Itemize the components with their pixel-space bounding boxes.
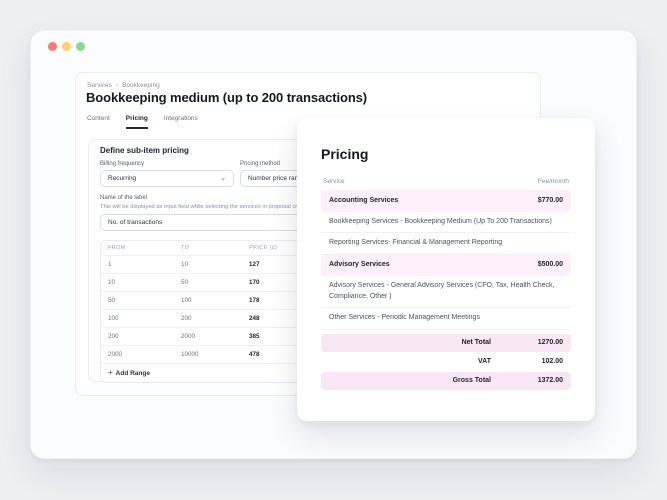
service-name: Reporting Services- Financial & Manageme… (329, 239, 503, 246)
tab-integrations[interactable]: Integrations (163, 115, 198, 122)
billing-frequency-select[interactable]: Recurring ⌄ (100, 170, 234, 187)
range-price: 178 (249, 297, 260, 304)
range-to: 100 (181, 297, 192, 304)
app-window: Services › Bookkeeping Bookkeeping mediu… (30, 30, 637, 459)
range-to: 50 (181, 279, 189, 286)
range-to: 200 (181, 315, 192, 322)
section-heading: Define sub-item pricing (100, 146, 189, 155)
label-name-label: Name of the label (100, 195, 148, 201)
breadcrumb-separator-icon: › (115, 82, 119, 89)
range-to: 10 (181, 261, 189, 268)
service-row-reporting: Reporting Services- Financial & Manageme… (321, 233, 571, 255)
service-row-accounting: Accounting Services $770.00 (321, 190, 571, 212)
column-header-fee: Fee/month (537, 178, 569, 185)
range-price: 127 (249, 261, 260, 268)
service-fee: $500.00 (537, 261, 563, 268)
range-from: 100 (108, 315, 119, 322)
vat-label: VAT (478, 358, 491, 365)
billing-frequency-field: Billing frequency Recurring ⌄ (100, 161, 234, 187)
service-row-bookkeeping: Bookkeeping Services - Bookkeeping Mediu… (321, 212, 571, 233)
range-to: 10000 (181, 351, 199, 358)
net-total-label: Net Total (461, 339, 491, 346)
breadcrumb-item-bookkeeping[interactable]: Bookkeeping (122, 82, 160, 89)
range-price: 248 (249, 315, 260, 322)
service-name: Bookkeeping Services - Bookkeeping Mediu… (329, 217, 552, 225)
service-row-advisory-general: Advisory Services - General Advisory Ser… (321, 276, 571, 308)
column-header-from: FROM (108, 245, 126, 251)
service-name: Other Services - Periodic Management Mee… (329, 314, 480, 321)
pricing-table-header: Service Fee/month (321, 178, 571, 190)
net-total-row: Net Total 1270.00 (321, 333, 571, 352)
page-title: Bookkeeping medium (up to 200 transactio… (86, 90, 368, 105)
column-header-to: TO (181, 245, 190, 251)
pricing-method-label: Pricing method (240, 161, 281, 167)
vat-value: 102.00 (541, 358, 563, 365)
gross-total-value: 1372.00 (537, 377, 563, 384)
label-name-value: No. of transactions (108, 219, 163, 226)
tab-bar: Content Pricing Integrations (87, 115, 198, 129)
range-to: 2000 (181, 333, 196, 340)
service-fee: $770.00 (537, 196, 563, 204)
range-price: 385 (249, 333, 260, 340)
range-from: 200 (108, 333, 119, 340)
close-window-button[interactable] (48, 42, 57, 51)
pricing-method-value: Number price range (248, 175, 306, 182)
net-total-value: 1270.00 (537, 339, 563, 346)
range-from: 2000 (108, 351, 123, 358)
service-row-advisory: Advisory Services $500.00 (321, 254, 571, 276)
column-header-price: PRICE (£) (249, 245, 278, 251)
add-range-label: Add Range (115, 369, 150, 377)
service-name: Advisory Services (329, 261, 390, 268)
service-name: Advisory Services - General Advisory Ser… (329, 282, 555, 300)
column-header-service: Service (323, 178, 345, 185)
pricing-panel-title: Pricing (321, 146, 369, 162)
range-price: 170 (249, 279, 260, 286)
range-from: 1 (108, 261, 112, 268)
range-from: 10 (108, 279, 116, 286)
window-controls (48, 42, 85, 51)
gross-total-row: Gross Total 1372.00 (321, 371, 571, 390)
service-name: Accounting Services (329, 196, 399, 204)
billing-frequency-value: Recurring (108, 175, 137, 182)
plus-icon: + (108, 368, 113, 377)
breadcrumb-item-services[interactable]: Services (87, 82, 112, 89)
tab-pricing[interactable]: Pricing (125, 115, 148, 129)
service-row-other: Other Services - Periodic Management Mee… (321, 308, 571, 330)
range-from: 50 (108, 297, 116, 304)
tab-content[interactable]: Content (87, 115, 110, 122)
billing-frequency-label: Billing frequency (100, 161, 145, 167)
breadcrumb: Services › Bookkeeping (87, 82, 160, 89)
chevron-down-icon: ⌄ (220, 174, 226, 182)
zoom-window-button[interactable] (76, 42, 85, 51)
gross-total-label: Gross Total (452, 377, 491, 384)
vat-row: VAT 102.00 (321, 353, 571, 371)
range-table-header: FROM TO PRICE (£) (101, 241, 515, 255)
label-name-helper: This will be displayed as input field wh… (100, 204, 313, 210)
range-price: 478 (249, 351, 260, 358)
minimize-window-button[interactable] (62, 42, 71, 51)
pricing-preview-panel: Pricing Service Fee/month Accounting Ser… (297, 118, 595, 421)
pricing-preview-table: Service Fee/month Accounting Services $7… (321, 178, 571, 390)
